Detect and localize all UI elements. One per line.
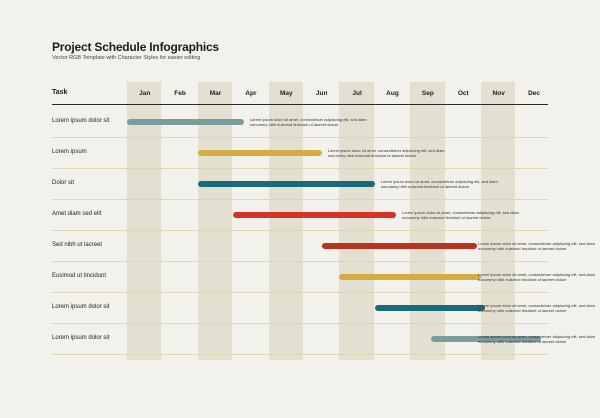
month-label: Nov [492,90,505,97]
row-divider [52,354,548,355]
task-bar[interactable] [374,304,485,311]
month-label: May [279,90,293,97]
row-divider [52,199,548,200]
task-bar[interactable] [431,335,542,342]
row-divider [52,323,548,324]
task-column-header: Task [52,89,68,96]
row-divider [52,292,548,293]
task-label: Sed nibh ut lacreet [52,241,103,248]
month-band [127,82,162,360]
task-note: Lorem ipsum dolor sit amet, consectetuer… [380,178,498,189]
task-note: Lorem ipsum dolor sit amet, consectetuer… [249,116,367,127]
task-label: Eusimod ut tincidunt [52,272,107,279]
task-note: Lorem ipsum dolor sit amet, consectetuer… [478,333,595,344]
month-label: Mar [209,90,222,97]
row-divider [52,137,548,138]
task-bar[interactable] [127,118,244,125]
month-band [197,82,233,360]
task-bar[interactable] [197,180,375,187]
task-label: Lorem ipsum [52,148,87,155]
task-note: Lorem ipsum dolor sit amet, consectetuer… [478,271,595,282]
row-divider [52,261,548,262]
row-divider [52,230,548,231]
task-bar[interactable] [321,242,478,249]
month-label: Aug [386,90,399,97]
task-note: Lorem ipsum dolor sit amet, consectetuer… [478,240,595,251]
month-band [339,82,374,360]
task-label: Lorem ipsum dolor sit [52,117,110,124]
task-note: Lorem ipsum dolor sit amet, consectetuer… [327,147,445,158]
month-label: Dec [528,90,541,97]
month-label: Jul [352,90,362,97]
month-label: Sep [421,90,434,97]
row-divider [52,168,548,169]
page-subtitle: Vector RGB Template with Character Style… [52,55,201,61]
month-label: Feb [174,90,186,97]
task-label: Amet diam sed elit [52,210,102,217]
month-label: Jun [315,90,328,97]
month-label: Oct [457,90,469,97]
task-note: Lorem ipsum dolor sit amet, consectetuer… [478,302,595,313]
task-label: Dolor sit [52,179,75,186]
task-note: Lorem ipsum dolor sit amet, consectetuer… [402,209,519,220]
task-bar[interactable] [339,273,481,280]
month-label: Jan [139,90,151,97]
task-bar[interactable] [233,211,397,218]
page-title: Project Schedule Infographics [52,40,219,54]
month-band [410,82,445,360]
month-band [481,82,516,360]
task-label: Lorem ipsum dolor sit [52,334,110,341]
header-divider [52,104,548,105]
task-bar[interactable] [197,149,322,156]
month-band [268,82,303,360]
task-label: Lorem ipsum dolor sit [52,303,110,310]
month-label: Apr [245,90,257,97]
